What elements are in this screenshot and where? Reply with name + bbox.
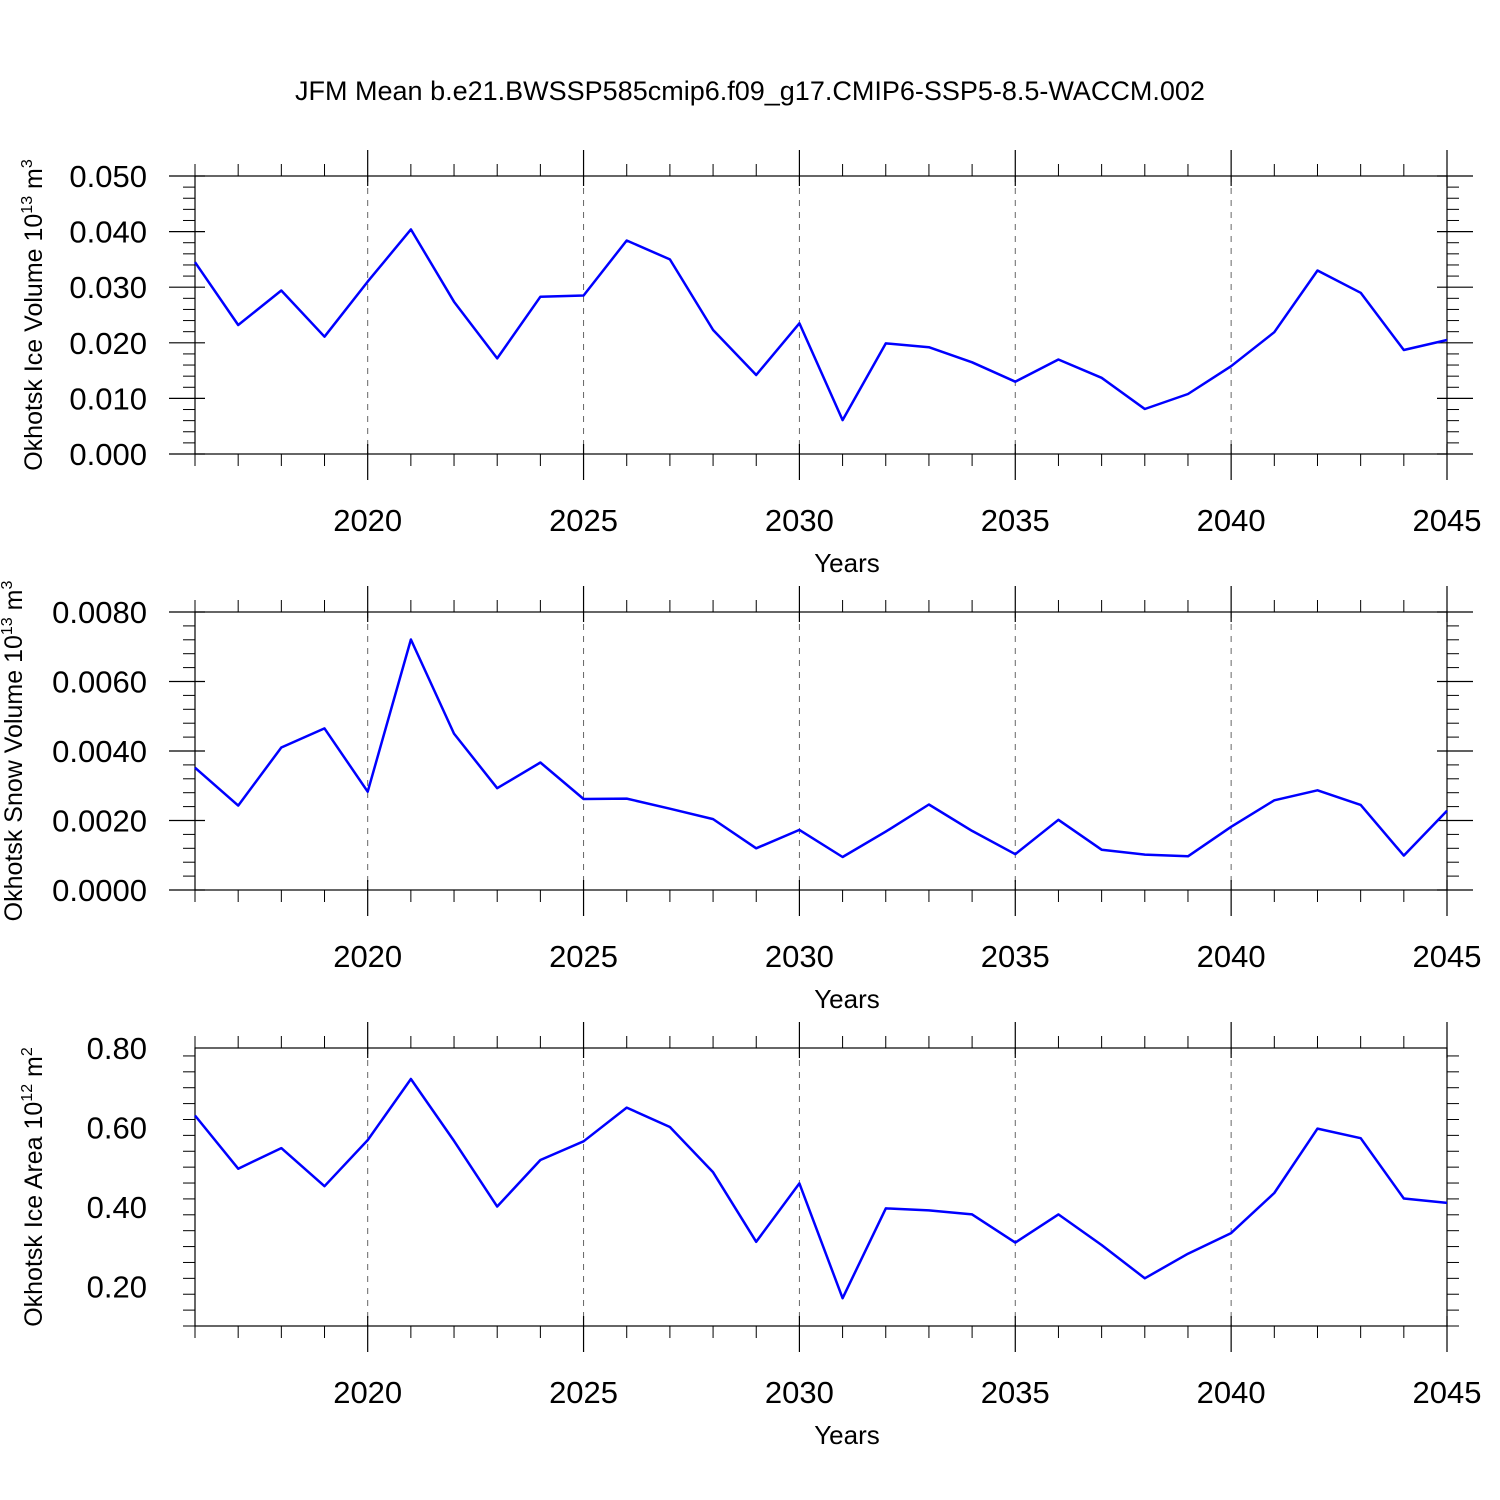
y-tick-label: 0.040 — [69, 215, 147, 250]
y-tick-label: 0.0020 — [52, 804, 147, 839]
plot-frame — [194, 611, 1448, 891]
y-tick-label: 0.030 — [69, 270, 147, 305]
y-tick-label: 0.0040 — [52, 734, 147, 769]
x-tick-label: 2025 — [549, 1375, 618, 1410]
snow-volume-panel: 2020 2025 2030 2035 2040 2045 Years 0.0000 0.002… — [0, 581, 1481, 1014]
y-axis-label-unit: m — [0, 590, 28, 618]
x-tick-label: 2040 — [1197, 503, 1266, 538]
series-line — [194, 638, 1448, 859]
x-tick-label: 2025 — [549, 939, 618, 974]
y-tick-label: 0.000 — [69, 437, 147, 472]
x-tick-label: 2030 — [765, 939, 834, 974]
x-tick-label: 2045 — [1413, 1375, 1482, 1410]
y-axis-label-text: Okhotsk Ice Volume 10 — [20, 214, 48, 471]
plot-frame — [194, 1047, 1448, 1327]
y-tick-label: 0.20 — [87, 1269, 147, 1304]
y-axis-label-text: Okhotsk Ice Area 10 — [20, 1102, 48, 1327]
y-tick-label: 0.0000 — [52, 873, 147, 908]
plot-frame — [194, 175, 1448, 455]
y-tick-label: 0.40 — [87, 1190, 147, 1225]
x-tick-label: 2020 — [333, 939, 402, 974]
x-tick-label: 2045 — [1413, 939, 1482, 974]
y-tick-label: 0.80 — [87, 1031, 147, 1066]
chart-title: JFM Mean b.e21.BWSSP585cmip6.f09_g17.CMI… — [295, 76, 1205, 106]
y-axis-label: Okhotsk Ice Area 1012 m2 — [19, 1047, 48, 1327]
y-axis-label-exponent: 13 — [19, 196, 36, 214]
y-axis-label-unit: m — [20, 1056, 48, 1084]
y-tick-label: 0.050 — [69, 159, 147, 194]
y-axis-label: Okhotsk Ice Volume 1013 m3 — [19, 159, 48, 471]
x-tick-label: 2030 — [765, 1375, 834, 1410]
x-tick-label: 2045 — [1413, 503, 1482, 538]
y-axis-label: Okhotsk Snow Volume 1013 m3 — [0, 581, 28, 922]
y-axis-label-unit-exponent: 3 — [19, 159, 36, 168]
y-tick-label: 0.60 — [87, 1110, 147, 1145]
x-axis-label: Years — [814, 548, 880, 578]
y-tick-label: 0.010 — [69, 381, 147, 416]
series-line — [194, 1077, 1448, 1300]
y-axis-label-text: Okhotsk Snow Volume 10 — [0, 635, 28, 921]
y-axis-label-exponent: 12 — [19, 1084, 36, 1102]
x-tick-label: 2035 — [981, 1375, 1050, 1410]
x-tick-label: 2035 — [981, 939, 1050, 974]
x-tick-label: 2040 — [1197, 1375, 1266, 1410]
x-tick-label: 2020 — [333, 1375, 402, 1410]
x-tick-label: 2030 — [765, 503, 834, 538]
x-tick-label: 2035 — [981, 503, 1050, 538]
y-axis-label-exponent: 13 — [0, 617, 16, 635]
series-line — [193, 228, 1448, 422]
y-tick-label: 0.020 — [69, 326, 147, 361]
y-axis-label-unit: m — [20, 168, 48, 196]
x-tick-label: 2020 — [333, 503, 402, 538]
y-tick-label: 0.0080 — [52, 595, 147, 630]
y-tick-label: 0.0060 — [52, 665, 147, 700]
y-axis-label-unit-exponent: 3 — [0, 581, 16, 590]
ice-area-panel: 2020 2025 2030 2035 2040 2045 Years 0.20 0.40 0.6… — [19, 1022, 1481, 1450]
ice-volume-panel: 2020 2025 2030 2035 2040 2045 Years 0.000 0.010 0… — [19, 150, 1481, 578]
x-axis-label: Years — [814, 984, 880, 1014]
x-tick-label: 2040 — [1197, 939, 1266, 974]
x-tick-label: 2025 — [549, 503, 618, 538]
y-axis-label-unit-exponent: 2 — [19, 1047, 36, 1056]
x-axis-label: Years — [814, 1420, 880, 1450]
